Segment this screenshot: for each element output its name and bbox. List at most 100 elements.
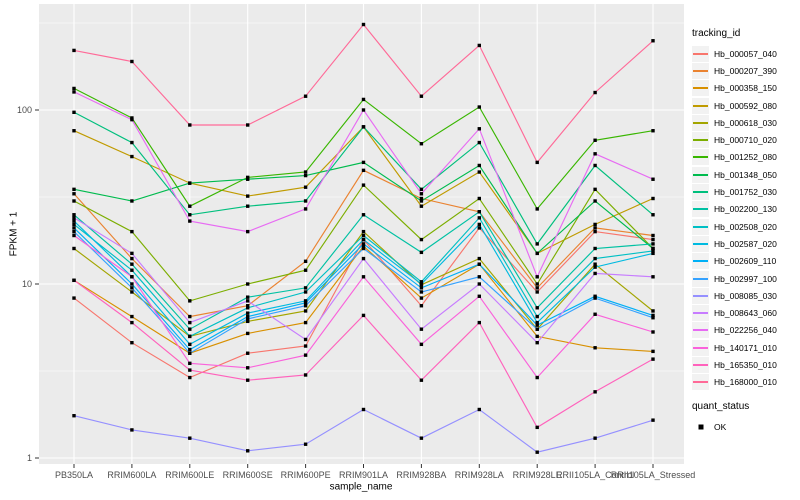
x-axis-title: sample_name bbox=[329, 481, 393, 493]
data-point bbox=[130, 286, 134, 290]
data-point bbox=[419, 237, 424, 242]
data-point bbox=[651, 357, 655, 361]
data-point bbox=[535, 282, 539, 286]
y-tick-label: 1 bbox=[27, 453, 32, 463]
data-point bbox=[593, 312, 597, 316]
data-point bbox=[361, 160, 366, 165]
data-point bbox=[593, 256, 597, 261]
legend-item-Hb_002609_110: Hb_002609_110 bbox=[692, 253, 798, 270]
legend-color-key bbox=[692, 287, 709, 304]
legend-color-key bbox=[692, 339, 709, 356]
data-point bbox=[651, 313, 655, 318]
data-point bbox=[593, 226, 597, 230]
data-point bbox=[651, 242, 655, 246]
legend-color-key bbox=[692, 45, 709, 62]
legend-color-key bbox=[692, 149, 709, 166]
legend-title-quant-status: quant_status bbox=[692, 400, 750, 412]
data-point bbox=[593, 222, 597, 227]
data-point bbox=[246, 319, 250, 324]
data-point bbox=[361, 233, 366, 238]
legend-item-label: Hb_168000_010 bbox=[714, 377, 777, 388]
data-point bbox=[477, 216, 481, 220]
data-point bbox=[130, 251, 134, 256]
data-point bbox=[535, 314, 539, 319]
data-point bbox=[72, 90, 76, 94]
data-point bbox=[361, 242, 366, 246]
data-point bbox=[72, 229, 76, 234]
x-tick-label: RRIM928LE bbox=[513, 470, 562, 480]
data-point bbox=[130, 59, 134, 64]
legend-color-key bbox=[692, 356, 709, 373]
data-point bbox=[593, 436, 597, 440]
legend-item-label: Hb_001252_080 bbox=[714, 152, 777, 163]
data-point bbox=[303, 185, 308, 189]
data-point bbox=[419, 204, 424, 208]
legend-item-Hb_000618_030: Hb_000618_030 bbox=[692, 114, 798, 131]
data-point bbox=[246, 295, 250, 299]
data-point bbox=[651, 39, 655, 43]
data-point bbox=[477, 407, 481, 412]
data-point bbox=[593, 294, 597, 298]
legend-item-label: Hb_000592_080 bbox=[714, 100, 777, 111]
color-swatch-line-icon bbox=[693, 191, 708, 194]
color-swatch-line-icon bbox=[693, 363, 708, 366]
data-point bbox=[651, 275, 655, 279]
data-point bbox=[419, 342, 424, 347]
data-point bbox=[477, 105, 481, 109]
data-point bbox=[651, 129, 655, 133]
data-point bbox=[188, 368, 192, 372]
data-point bbox=[477, 320, 481, 325]
data-point bbox=[651, 196, 655, 201]
data-point bbox=[419, 280, 424, 284]
data-point bbox=[419, 199, 424, 203]
data-point bbox=[72, 187, 76, 192]
data-point bbox=[361, 275, 366, 279]
legend-item-label: OK bbox=[714, 421, 727, 432]
legend-item-Hb_008643_060: Hb_008643_060 bbox=[692, 304, 798, 322]
legend-item-Hb_002997_100: Hb_002997_100 bbox=[692, 270, 798, 287]
data-point bbox=[130, 140, 134, 145]
data-point bbox=[361, 183, 366, 187]
data-point bbox=[361, 244, 366, 248]
legend-color-key bbox=[692, 235, 709, 252]
data-point bbox=[130, 199, 134, 203]
color-swatch-line-icon bbox=[693, 381, 708, 384]
data-point bbox=[188, 361, 192, 366]
legend-item-label: Hb_000710_020 bbox=[714, 135, 777, 146]
data-point bbox=[651, 316, 655, 320]
color-swatch-line-icon bbox=[693, 242, 708, 245]
data-point bbox=[246, 282, 250, 286]
data-point bbox=[130, 154, 134, 159]
data-point bbox=[188, 342, 192, 347]
data-point bbox=[246, 351, 250, 355]
legend-item-label: Hb_001752_030 bbox=[714, 187, 777, 198]
data-point bbox=[303, 442, 308, 446]
data-point bbox=[130, 275, 134, 279]
data-point bbox=[419, 286, 424, 290]
data-point bbox=[303, 373, 308, 377]
data-point bbox=[419, 290, 424, 294]
data-point bbox=[651, 418, 655, 422]
data-point bbox=[303, 94, 308, 98]
data-point bbox=[246, 317, 250, 321]
data-point bbox=[303, 301, 308, 305]
data-point bbox=[303, 259, 308, 264]
data-point bbox=[535, 425, 539, 430]
data-point bbox=[72, 213, 76, 217]
data-point bbox=[361, 125, 366, 129]
data-point bbox=[246, 311, 250, 315]
data-point bbox=[72, 48, 76, 53]
data-point bbox=[361, 229, 366, 234]
color-swatch-line-icon bbox=[693, 329, 708, 332]
data-point bbox=[361, 246, 366, 251]
data-point bbox=[419, 378, 424, 382]
legend-color-key bbox=[692, 132, 709, 149]
data-point bbox=[72, 216, 76, 220]
legend-item-Hb_000710_020: Hb_000710_020 bbox=[692, 131, 798, 149]
color-swatch-line-icon bbox=[693, 104, 708, 107]
data-point bbox=[477, 43, 481, 48]
data-point bbox=[130, 256, 134, 261]
data-point bbox=[593, 163, 597, 168]
